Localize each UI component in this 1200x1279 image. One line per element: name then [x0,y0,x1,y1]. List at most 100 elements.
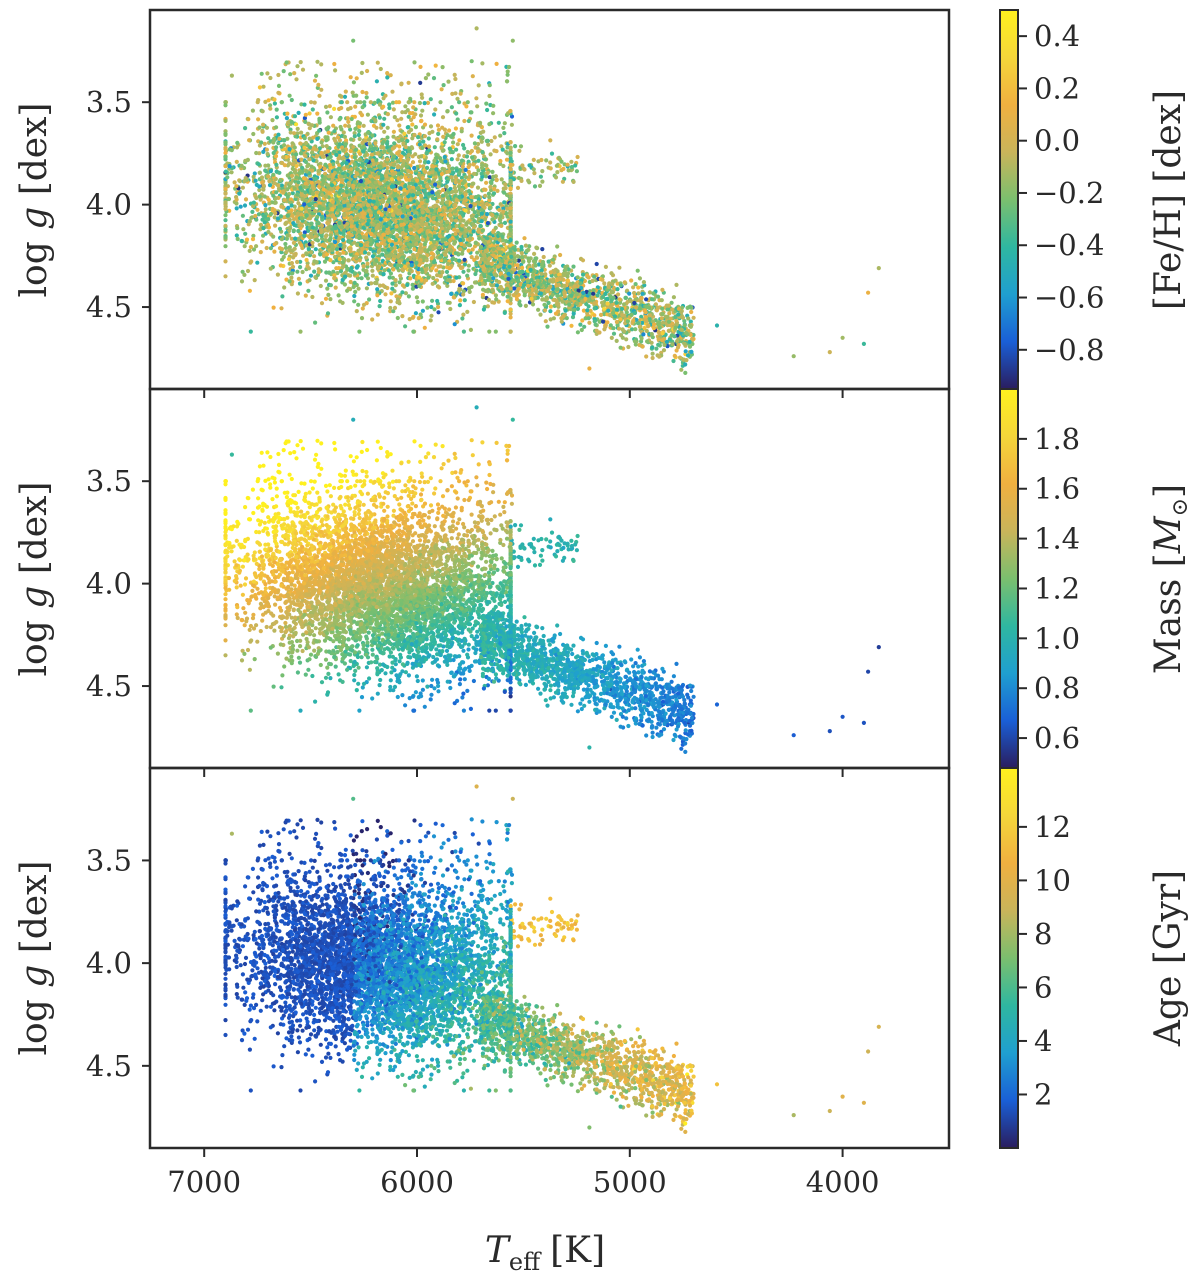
feh-scatter-point [665,307,670,312]
feh-scatter-point [417,283,422,289]
feh-scatter-point [346,258,351,263]
feh-scatter-point [683,370,688,375]
feh-scatter-point [388,305,393,311]
feh-scatter-point [294,77,299,82]
feh-scatter-point [294,122,299,127]
feh-scatter-point [257,125,262,130]
feh-scatter-point [297,223,302,228]
feh-scatter-point [523,243,529,248]
feh-scatter-point [575,154,580,160]
feh-scatter-point [356,286,361,291]
feh-scatter-point [489,138,494,144]
feh-scatter-point [284,249,289,255]
feh-scatter-point [375,277,380,282]
feh-scatter-point [673,314,678,319]
feh-scatter-point [354,76,359,81]
feh-scatter-point [656,294,661,299]
feh-scatter-point [513,144,518,149]
feh-scatter-point [360,105,365,110]
feh-scatter-point [256,117,261,122]
feh-scatter-point [342,134,347,139]
feh-scatter-point [543,319,548,324]
feh-scatter-point [375,287,380,292]
feh-scatter-point [348,106,353,111]
feh-scatter-point [671,295,677,300]
feh-scatter-point [377,115,382,120]
feh-scatter-point [676,306,682,311]
feh-scatter-point [503,182,508,187]
feh-scatter-point [263,99,268,104]
feh-scatter-point [636,291,641,296]
feh-scatter-point [433,107,438,112]
feh-scatter-point [460,316,465,321]
feh-scatter-point [548,166,553,171]
feh-scatter-point [316,169,321,174]
feh-scatter-point [373,141,378,146]
feh-scatter-point [453,251,458,256]
feh-scatter-point [266,229,271,235]
feh-scatter-point [264,147,269,152]
feh-scatter-point [502,131,507,136]
feh-scatter-point [467,289,472,294]
feh-scatter-point [484,180,489,185]
feh-scatter-point [234,206,239,211]
feh-scatter-point [527,180,532,185]
feh-scatter-point [602,327,607,332]
feh-scatter-point [276,183,281,188]
feh-scatter-point [359,113,365,118]
feh-scatter-point [433,203,438,208]
feh-scatter-point [290,271,295,276]
feh-scatter-point [625,319,630,324]
feh-scatter-point [268,75,273,81]
feh-scatter-point [252,171,257,176]
feh-scatter-point [410,160,416,165]
feh-scatter-point [438,100,443,105]
feh-scatter-point [564,316,569,321]
feh-scatter-point [419,119,424,124]
feh-scatter-point [522,167,527,172]
feh-scatter-point [429,304,434,310]
feh-scatter-point [462,257,467,262]
feh-scatter-point [493,293,498,298]
feh-scatter-point [407,317,412,322]
feh-scatter-point [365,264,370,269]
feh-scatter-point [616,326,622,331]
feh-scatter-point [296,110,301,115]
feh-scatter-point [455,96,460,101]
feh-scatter-point [683,362,688,367]
feh-scatter-point [391,134,396,139]
feh-scatter-point [416,270,421,276]
feh-scatter-point [538,174,544,179]
feh-scatter-point [298,259,303,264]
feh-scatter-point [258,250,263,255]
feh-scatter-point [416,190,421,195]
feh-scatter-point [273,200,278,205]
feh-scatter-point [369,281,374,286]
feh-scatter-point [256,212,261,217]
feh-scatter-point [485,221,490,226]
feh-scatter-point [438,156,443,161]
feh-scatter-point [571,179,576,184]
feh-scatter-point [523,254,528,259]
feh-scatter-point [341,130,346,135]
feh-scatter-point [238,179,243,184]
feh-scatter-point [547,263,552,268]
feh-scatter-point [410,282,415,287]
feh-scatter-point [240,213,245,218]
feh-scatter-point [416,316,421,321]
feh-scatter-point [455,157,460,162]
feh-scatter-point [375,312,380,317]
feh-scatter-point [265,151,270,157]
feh-scatter-point [411,273,416,278]
feh-scatter-point [382,268,387,273]
feh-scatter-point [442,275,448,280]
feh-scatter-point [370,317,375,322]
feh-scatter-point [469,133,474,138]
feh-scatter-point [587,366,592,371]
feh-scatter-point [234,233,239,238]
feh-scatter-point [575,275,580,280]
feh-scatter-point [283,245,288,250]
feh-scatter-point [499,144,504,149]
feh-scatter-point [319,62,324,67]
feh-scatter-point [586,304,591,309]
